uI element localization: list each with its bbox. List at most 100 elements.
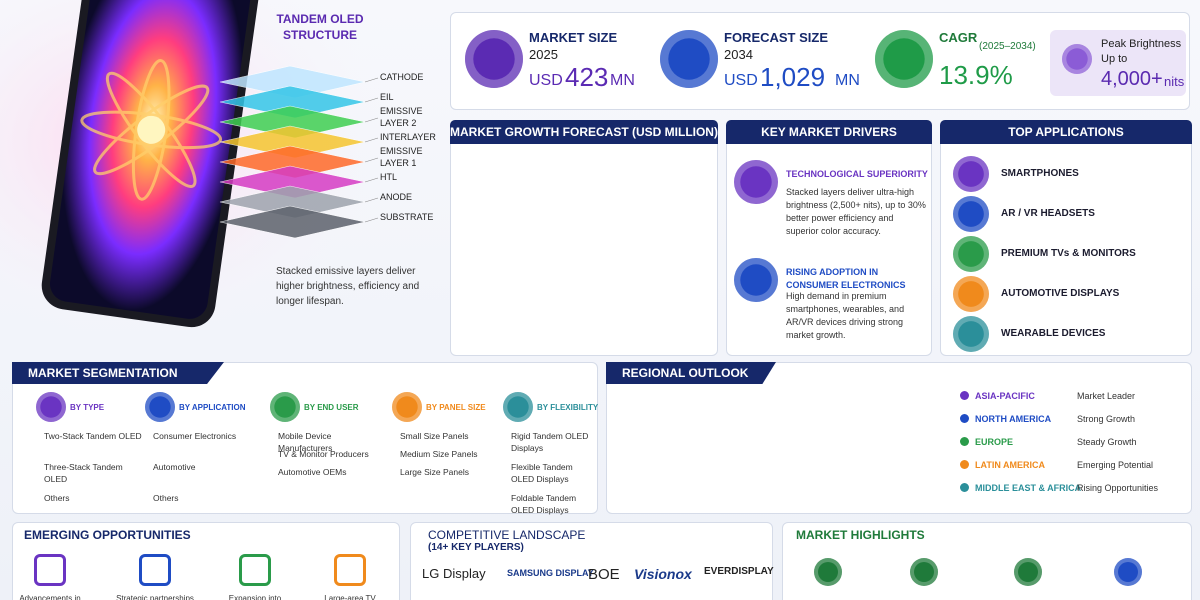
seg-title: MARKET SEGMENTATION — [12, 362, 224, 384]
seg-icon — [392, 392, 422, 422]
region-status: Rising Opportunities — [1077, 483, 1159, 493]
drivers-panel — [726, 120, 932, 356]
opp-icon — [139, 554, 171, 586]
app-label: SMARTPHONES — [1001, 168, 1079, 179]
kpi-year: 2034 — [724, 47, 753, 62]
seg-item: Three-Stack Tandem OLED — [44, 462, 123, 484]
driver-icon — [734, 258, 778, 302]
seg-group-title: BY END USER — [304, 403, 359, 412]
sun-icon — [1062, 44, 1092, 74]
leader-line — [364, 117, 379, 123]
kpi-suffix: MN — [610, 72, 635, 89]
seg-item: Consumer Electronics — [153, 431, 237, 441]
seg-item: Others — [153, 493, 179, 503]
seg-item: Small Size Panels — [400, 431, 469, 441]
app-icon — [953, 236, 989, 272]
region-name: NORTH AMERICA — [975, 414, 1052, 424]
kpi-prefix: USD — [724, 72, 758, 89]
seg-item: Large Size Panels — [400, 467, 469, 477]
region-dot — [960, 460, 969, 469]
seg-item: Automotive OEMs — [278, 467, 347, 477]
seg-item: Two-Stack Tandem OLED — [44, 431, 142, 441]
layer-label: EMISSIVE — [380, 106, 423, 116]
app-icon — [953, 276, 989, 312]
opp-icon — [334, 554, 366, 586]
seg-item: TV & Monitor Producers — [278, 449, 369, 459]
region-dot — [960, 391, 969, 400]
seg-item: Others — [44, 493, 70, 503]
player-logo: LG Display — [422, 566, 486, 581]
kpi-icon — [465, 30, 523, 88]
app-icon — [953, 156, 989, 192]
driver-text: Stacked layers deliver ultra-high bright… — [786, 187, 926, 236]
player-logo: Visionox — [634, 566, 692, 582]
highlight-icon — [814, 558, 842, 586]
seg-item: Foldable Tandem OLED Displays — [511, 493, 577, 515]
region-dot — [960, 414, 969, 423]
kpi-label: FORECAST SIZE — [724, 30, 829, 45]
kpi-value: 423 — [565, 62, 609, 92]
kpi-period: (2025–2034) — [979, 41, 1036, 52]
opp-text: Large-area TV — [324, 594, 376, 600]
leader-line — [364, 157, 379, 163]
driver-icon — [734, 160, 778, 204]
kpi-value: 13.9% — [939, 60, 1013, 90]
kpi-suffix: MN — [835, 72, 860, 89]
region-status: Emerging Potential — [1077, 460, 1154, 470]
kpi-value: 1,029 — [760, 62, 826, 92]
seg-group-title: BY TYPE — [70, 403, 105, 412]
layer-label: CATHODE — [380, 72, 424, 82]
layer-label: INTERLAYER — [380, 132, 436, 142]
highlight-icon — [1014, 558, 1042, 586]
seg-panel — [12, 362, 598, 514]
region-panel — [606, 362, 1192, 514]
region-status: Market Leader — [1077, 391, 1136, 401]
layer-label: HTL — [380, 172, 398, 182]
driver-text: High demand in premium smartphones, wear… — [786, 291, 905, 340]
app-label: WEARABLE DEVICES — [1001, 328, 1106, 339]
region-status: Strong Growth — [1077, 414, 1136, 424]
kpi-year: 2025 — [529, 47, 558, 62]
driver-title: TECHNOLOGICAL SUPERIORITY — [786, 169, 928, 179]
region-title: REGIONAL OUTLOOK — [606, 362, 776, 384]
leader-line — [364, 97, 379, 103]
opp-title: EMERGING OPPORTUNITIES — [24, 528, 191, 542]
driver-title: RISING ADOPTION IN CONSUMER ELECTRONICS — [786, 267, 906, 290]
app-label: AR / VR HEADSETS — [1001, 208, 1095, 219]
seg-group-title: BY PANEL SIZE — [426, 403, 486, 412]
chart-title: MARKET GROWTH FORECAST (USD MILLION) — [450, 120, 718, 144]
player-logo: SAMSUNG DISPLAY — [507, 568, 594, 578]
app-label: PREMIUM TVs & MONITORS — [1001, 248, 1136, 259]
layer-label: EIL — [380, 92, 394, 102]
high-title: MARKET HIGHLIGHTS — [796, 528, 925, 542]
layer-label: SUBSTRATE — [380, 212, 434, 222]
region-dot — [960, 437, 969, 446]
region-dot — [960, 483, 969, 492]
leader-line — [364, 77, 379, 83]
seg-item: Medium Size Panels — [400, 449, 478, 459]
kpi-prefix: Up to — [1101, 53, 1128, 65]
seg-icon — [270, 392, 300, 422]
comp-title: COMPETITIVE LANDSCAPE — [428, 528, 586, 542]
opp-icon — [34, 554, 66, 586]
seg-group-title: BY FLEXIBILITY — [537, 403, 599, 412]
comp-subtitle: (14+ KEY PLAYERS) — [428, 542, 524, 553]
opp-text: Expansion into — [228, 594, 282, 600]
hero-title: TANDEM OLED — [276, 12, 364, 26]
seg-icon — [145, 392, 175, 422]
comp-panel — [410, 522, 773, 600]
highlight-icon — [1114, 558, 1142, 586]
seg-icon — [36, 392, 66, 422]
drivers-title: KEY MARKET DRIVERS — [726, 120, 932, 144]
highlight-icon — [910, 558, 938, 586]
opp-text: Strategic partnerships — [116, 594, 194, 600]
opp-text: Advancements in — [19, 594, 81, 600]
leader-line — [364, 177, 379, 183]
app-icon — [953, 316, 989, 352]
seg-item: Rigid Tandem OLED Displays — [511, 431, 589, 453]
layer-label: ANODE — [380, 192, 413, 202]
leader-line — [364, 137, 379, 143]
seg-group-title: BY APPLICATION — [179, 403, 246, 412]
kpi-suffix: nits — [1164, 74, 1185, 89]
